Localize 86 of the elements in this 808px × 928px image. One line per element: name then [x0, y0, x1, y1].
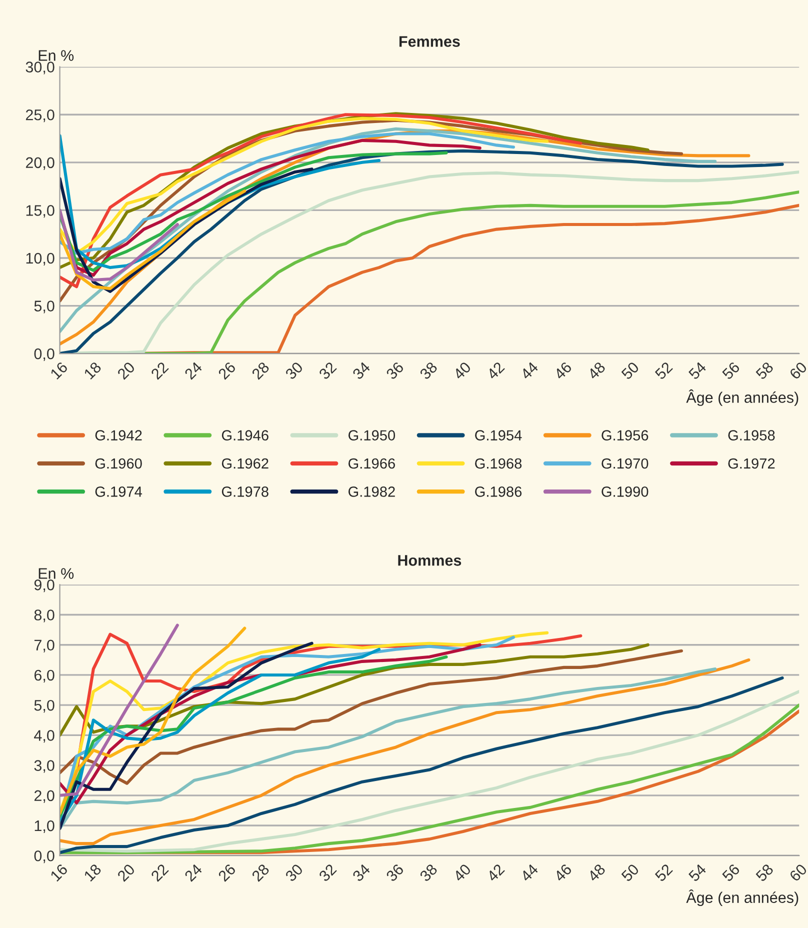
- x-tick-label: 32: [318, 361, 337, 380]
- legend-label: G.1990: [602, 486, 648, 497]
- x-tick-label: 36: [386, 361, 404, 380]
- x-tick-label: 34: [352, 863, 371, 882]
- x-tick-label: 24: [184, 863, 203, 882]
- x-tick-label: 52: [654, 361, 674, 380]
- legend-label: G.1970: [602, 458, 648, 469]
- x-axis-title: Âge (en années): [686, 889, 798, 906]
- legend-label: G.1956: [602, 430, 648, 440]
- y-tick-label: 3,0: [34, 760, 54, 773]
- legend-label: G.1986: [475, 486, 522, 497]
- y-tick-label: 8,0: [34, 610, 54, 622]
- x-tick-label: 26: [218, 361, 236, 380]
- chart-title: Hommes: [398, 555, 462, 566]
- legend-label: G.1966: [348, 458, 395, 469]
- x-tick-label: 30: [284, 361, 304, 380]
- y-tick-label: 0,0: [34, 348, 54, 362]
- y-tick-label: 20,0: [26, 157, 54, 170]
- x-tick-label: 18: [83, 863, 102, 882]
- legend-label: G.1942: [95, 430, 142, 440]
- x-tick-label: 22: [150, 863, 169, 882]
- chart-title: Femmes: [399, 36, 460, 47]
- x-tick-label: 20: [116, 361, 136, 380]
- x-tick-label: 60: [788, 863, 808, 882]
- x-tick-label: 60: [788, 361, 808, 380]
- x-tick-label: 48: [586, 863, 606, 882]
- x-tick-label: 44: [520, 863, 539, 882]
- y-tick-label: 1,0: [34, 820, 54, 833]
- y-tick-label: 2,0: [34, 790, 54, 803]
- y-tick-label: 15,0: [26, 205, 54, 218]
- legend-label: G.1982: [348, 486, 395, 497]
- x-tick-label: 54: [688, 361, 707, 380]
- x-tick-label: 42: [486, 361, 505, 380]
- y-tick-label: 4,0: [34, 730, 54, 743]
- x-tick-label: 48: [586, 361, 606, 380]
- y-axis-title: En %: [38, 568, 74, 579]
- y-tick-label: 5,0: [34, 300, 54, 314]
- legend-label: G.1954: [475, 430, 522, 440]
- y-tick-label: 7,0: [34, 640, 54, 652]
- legend-label: G.1978: [222, 486, 268, 497]
- x-tick-label: 24: [184, 361, 203, 380]
- x-tick-label: 26: [218, 863, 236, 882]
- x-tick-label: 58: [755, 863, 774, 882]
- y-tick-label: 9,0: [34, 580, 54, 592]
- x-tick-label: 28: [251, 361, 270, 380]
- x-tick-label: 50: [620, 361, 640, 380]
- x-tick-label: 16: [50, 863, 68, 882]
- x-tick-label: 16: [50, 361, 68, 380]
- x-tick-label: 52: [654, 863, 674, 882]
- y-tick-label: 25,0: [26, 109, 54, 122]
- x-tick-label: 58: [755, 361, 774, 380]
- x-tick-label: 32: [318, 863, 337, 882]
- x-tick-label: 18: [83, 361, 102, 380]
- legend-label: G.1960: [95, 458, 142, 469]
- x-tick-label: 30: [284, 863, 304, 882]
- y-tick-label: 6,0: [34, 670, 54, 682]
- x-tick-label: 22: [150, 361, 169, 380]
- legend-label: G.1968: [475, 458, 522, 469]
- x-tick-label: 42: [486, 863, 505, 882]
- y-tick-label: 0,0: [34, 850, 54, 864]
- x-tick-label: 56: [722, 361, 740, 380]
- x-tick-label: 36: [386, 863, 404, 882]
- legend-label: G.1946: [222, 430, 268, 440]
- legend-label: G.1958: [728, 430, 775, 440]
- x-tick-label: 54: [688, 863, 707, 882]
- y-tick-label: 10,0: [26, 252, 54, 266]
- legend-label: G.1974: [95, 486, 142, 497]
- x-axis-title: Âge (en années): [686, 389, 798, 406]
- x-tick-label: 38: [419, 361, 438, 380]
- legend-label: G.1950: [348, 430, 396, 440]
- x-tick-label: 56: [722, 863, 740, 882]
- y-axis-title: En %: [38, 50, 74, 61]
- legend-label: G.1962: [222, 458, 268, 469]
- legend-label: G.1972: [728, 458, 775, 469]
- y-tick-label: 30,0: [26, 62, 54, 74]
- x-tick-label: 38: [419, 863, 438, 882]
- x-tick-label: 50: [620, 863, 640, 882]
- x-tick-label: 28: [251, 863, 270, 882]
- x-tick-label: 34: [352, 361, 371, 380]
- x-tick-label: 46: [553, 863, 572, 882]
- x-tick-label: 40: [452, 863, 472, 882]
- x-tick-label: 40: [452, 361, 472, 380]
- y-tick-label: 5,0: [34, 700, 54, 713]
- x-tick-label: 46: [553, 361, 572, 380]
- x-tick-label: 20: [116, 863, 136, 882]
- x-tick-label: 44: [520, 361, 539, 380]
